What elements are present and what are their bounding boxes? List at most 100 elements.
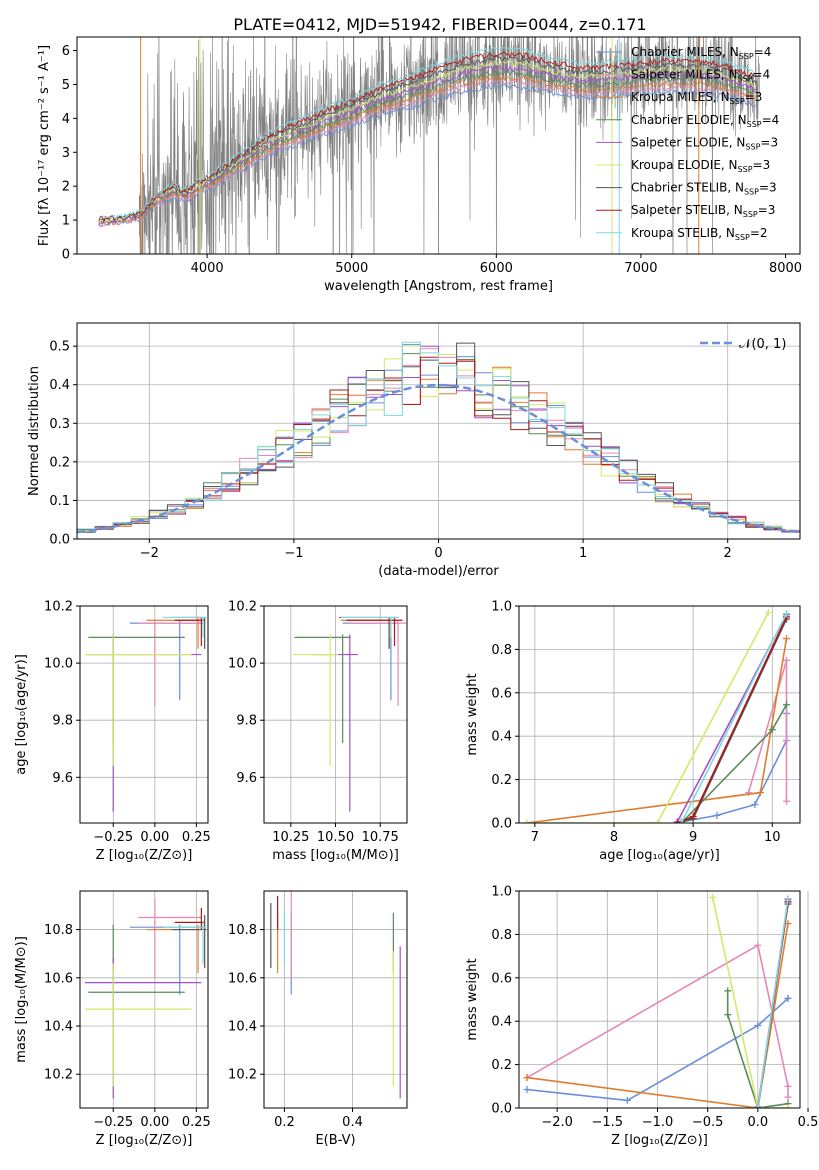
- x-tick-label: −0.5: [692, 1115, 724, 1130]
- x-tick-label: −1.5: [592, 1115, 624, 1130]
- y-axis-label: Normed distribution: [27, 366, 42, 496]
- x-tick-label: 0.25: [182, 830, 211, 845]
- hist-kroupa_stelib: [77, 341, 800, 532]
- model-spectrum-kroupa_elodie: [98, 59, 757, 223]
- x-axis-label: (data-model)/error: [378, 564, 499, 579]
- plot-area: [270, 891, 401, 1099]
- y-tick-label: 10.0: [44, 657, 73, 672]
- y-tick-label: 9.8: [52, 714, 73, 729]
- legend-label: Chabrier MILES, NSSP=4: [631, 45, 771, 61]
- plot-area: [523, 894, 792, 1108]
- x-tick-label: 0.25: [182, 1115, 211, 1130]
- legend-label: Chabrier ELODIE, NSSP=4: [631, 113, 779, 129]
- legend-label: Salpeter ELODIE, NSSP=3: [631, 135, 778, 151]
- panel-weight_vs_Z: −2.0 −1.5 −1.0 −0.5 0.0 0.5 0.0 0.2 0.4 0.6 0.8 1.0…: [465, 885, 818, 1149]
- axes-frame: [76, 36, 801, 255]
- x-tick-label: −2.0: [541, 1115, 573, 1130]
- model-spectrum-chabrier_stelib: [98, 54, 757, 222]
- y-tick-label: 0.2: [491, 773, 512, 788]
- x-tick-label: 7: [531, 830, 539, 845]
- x-tick-label: 0.2: [274, 1115, 295, 1130]
- legend-label: Kroupa ELODIE, NSSP=3: [631, 158, 770, 174]
- x-tick-label: −1.0: [642, 1115, 674, 1130]
- figure-title: PLATE=0412, MJD=51942, FIBERID=0044, z=0…: [233, 15, 646, 34]
- x-tick-label: 9: [689, 830, 697, 845]
- plot-area: [292, 616, 407, 812]
- x-tick-label: 10.75: [362, 830, 399, 845]
- x-axis-label: wavelength [Angstrom, rest frame]: [324, 279, 553, 294]
- x-tick-label: 1: [579, 546, 587, 561]
- y-tick-label: 10.2: [228, 1068, 257, 1083]
- y-tick-label: 0.0: [49, 533, 70, 548]
- x-tick-label: −0.25: [93, 1115, 133, 1130]
- plot-area: [84, 616, 207, 812]
- legend-label: 𝒩(0, 1): [739, 337, 786, 352]
- y-axis-label: mass [log₁₀(M/M⊙)]: [14, 936, 29, 1063]
- axes-frame: [518, 605, 801, 824]
- x-tick-label: 8: [610, 830, 618, 845]
- y-tick-label: 10.6: [44, 971, 73, 986]
- y-axis-label: mass weight: [465, 673, 480, 755]
- x-tick-label: 0.00: [140, 1115, 169, 1130]
- x-tick-label: 6000: [480, 261, 513, 276]
- legend-label: Salpeter STELIB, NSSP=3: [631, 203, 775, 219]
- x-tick-label: 5000: [335, 261, 368, 276]
- x-axis-label: mass [log₁₀(M/M⊙)]: [272, 848, 399, 863]
- x-tick-label: −1: [284, 546, 303, 561]
- legend-label: Kroupa MILES, NSSP=3: [631, 90, 762, 106]
- sfh-line-kroupa_elodie: [526, 612, 770, 823]
- y-tick-label: 10.8: [228, 923, 257, 938]
- chart-layer: 4000 5000 6000 7000 8000 0 1 2 3 4 5 6 wavelength [A…: [14, 36, 818, 1149]
- y-tick-label: 1: [62, 214, 70, 229]
- axes-frame: [518, 890, 801, 1109]
- axes-frame: [263, 890, 408, 1109]
- model-spectrum-salpeter_elodie: [98, 64, 757, 225]
- sfh-line-chabrier_elodie: [726, 990, 789, 1108]
- sfh-line-kroupa_stelib: [757, 898, 789, 1108]
- y-tick-label: 10.4: [44, 1020, 73, 1035]
- panel-weight_vs_age: 7 8 9 10 0.0 0.2 0.4 0.6 0.8 1.0 age [log₁₀(age/yr…: [465, 600, 801, 863]
- y-tick-label: 9.8: [236, 714, 257, 729]
- y-tick-label: 10.6: [228, 971, 257, 986]
- model-spectrum-kroupa_stelib: [98, 46, 757, 221]
- y-tick-label: 9.6: [52, 771, 73, 786]
- panel-age_vs_mass: 10.25 10.50 10.75 9.6 9.8 10.0 10.2 mass [log₁₀…: [228, 600, 408, 863]
- x-axis-label: E(B-V): [315, 1133, 355, 1148]
- sfh-line-kroupa_stelib: [680, 613, 788, 823]
- x-tick-label: 2: [724, 546, 732, 561]
- axes-frame: [79, 890, 209, 1109]
- sfh-line-kroupa_miles: [526, 923, 789, 1108]
- y-tick-label: 4: [62, 112, 70, 127]
- legend: Chabrier MILES, NSSP=4 Salpeter MILES, NS…: [596, 45, 779, 242]
- sfh-line-chabrier_elodie: [680, 704, 788, 823]
- x-tick-label: 7000: [624, 261, 657, 276]
- plot-area: [98, 37, 760, 254]
- y-tick-label: 10.2: [228, 600, 257, 615]
- y-tick-label: 0.4: [491, 730, 512, 745]
- y-tick-label: 0.6: [491, 971, 512, 986]
- panel-residuals: −2 −1 0 1 2 0.0 0.1 0.2 0.3 0.4 0.5 (data-model)/er…: [27, 322, 801, 579]
- x-tick-label: −2: [140, 546, 159, 561]
- axes-frame: [79, 605, 209, 824]
- panel-age_vs_Z: −0.25 0.00 0.25 9.6 9.8 10.0 10.2 Z [log₁₀(Z/Z⊙…: [14, 600, 211, 864]
- y-tick-label: 0.8: [491, 928, 512, 943]
- y-tick-label: 6: [62, 44, 70, 59]
- plot-area: [523, 609, 791, 823]
- legend-label: Salpeter MILES, NSSP=4: [631, 68, 770, 84]
- y-tick-label: 0.0: [491, 1102, 512, 1117]
- x-tick-label: 0.5: [798, 1115, 819, 1130]
- y-tick-label: 0: [62, 248, 70, 263]
- y-tick-label: 2: [62, 180, 70, 195]
- y-tick-label: 10.0: [228, 657, 257, 672]
- plot-area: [77, 341, 800, 534]
- y-tick-label: 0.0: [491, 817, 512, 832]
- panel-mass_vs_Z: −0.25 0.00 0.25 10.2 10.4 10.6 10.8 Z [log₁₀(Z/…: [14, 890, 211, 1148]
- legend-label: Chabrier STELIB, NSSP=3: [631, 181, 777, 197]
- sfh-line-kroupa_miles: [526, 638, 788, 823]
- y-tick-label: 10.4: [228, 1020, 257, 1035]
- y-tick-label: 10.2: [44, 600, 73, 615]
- x-tick-label: −0.25: [93, 830, 133, 845]
- model-spectrum-salpeter_stelib: [98, 51, 757, 223]
- y-tick-label: 0.2: [491, 1058, 512, 1073]
- x-tick-label: 4000: [191, 261, 224, 276]
